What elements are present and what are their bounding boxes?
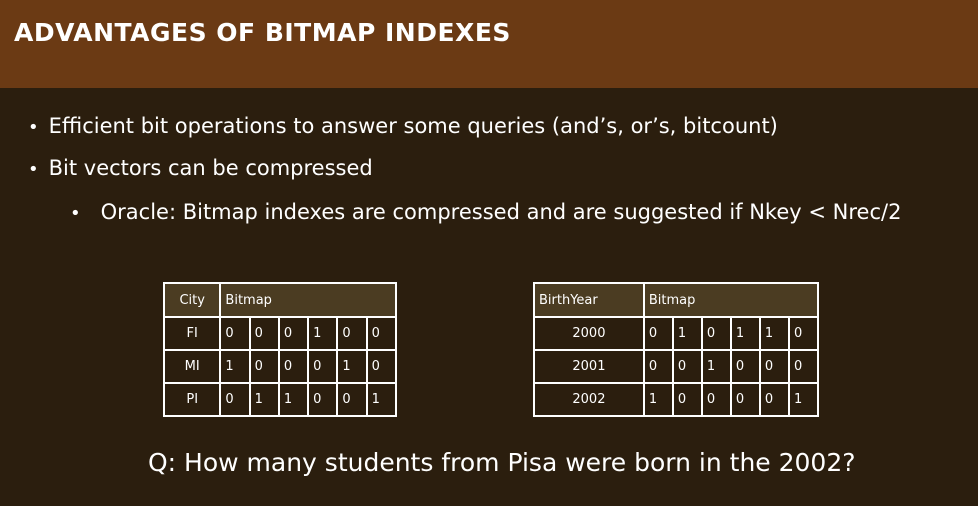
title-bar: ADVANTAGES OF BITMAP INDEXES xyxy=(0,0,978,88)
bit-cell: 0 xyxy=(336,382,368,417)
row-key: MI xyxy=(162,349,222,384)
bit-cell: 1 xyxy=(307,316,339,351)
bullet-icon: • xyxy=(28,117,39,138)
row-key: 2002 xyxy=(533,382,645,417)
row-key: 2001 xyxy=(533,349,645,384)
bullet-item: • Bit vectors can be compressed xyxy=(28,156,373,180)
bit-cell: 1 xyxy=(248,382,280,417)
column-header-bitmap: Bitmap xyxy=(642,282,820,318)
bit-cell: 1 xyxy=(671,316,703,351)
bit-cell: 0 xyxy=(729,382,761,417)
bit-cell: 1 xyxy=(277,382,310,417)
bit-cell: 0 xyxy=(642,316,674,351)
bit-cell: 0 xyxy=(277,349,310,384)
table-row: 2001 0 0 1 0 0 0 xyxy=(533,349,820,384)
bit-cell: 1 xyxy=(336,349,368,384)
table-row: 2002 1 0 0 0 0 1 xyxy=(533,382,820,417)
row-key: 2000 xyxy=(533,316,645,351)
sub-bullet-item: • Oracle: Bitmap indexes are compressed … xyxy=(70,200,901,224)
row-key: FI xyxy=(162,316,222,351)
table-row: 2000 0 1 0 1 1 0 xyxy=(533,316,820,351)
bit-cell: 0 xyxy=(787,316,820,351)
bit-cell: 0 xyxy=(248,349,280,384)
column-header-bitmap: Bitmap xyxy=(219,282,397,318)
bit-cell: 0 xyxy=(787,349,820,384)
bit-cell: 0 xyxy=(700,382,732,417)
bullet-item: • Efficient bit operations to answer som… xyxy=(28,114,778,138)
bit-cell: 0 xyxy=(365,316,398,351)
column-header-birthyear: BirthYear xyxy=(533,282,645,318)
question-text: Q: How many students from Pisa were born… xyxy=(148,448,856,477)
birthyear-bitmap-table: BirthYear Bitmap 2000 0 1 0 1 1 0 2001 0… xyxy=(533,282,820,417)
bit-cell: 0 xyxy=(219,316,251,351)
bit-cell: 1 xyxy=(365,382,398,417)
bit-cell: 1 xyxy=(700,349,732,384)
column-header-city: City xyxy=(162,282,222,318)
bullet-text: Bit vectors can be compressed xyxy=(48,156,373,180)
bit-cell: 0 xyxy=(307,349,339,384)
bit-cell: 0 xyxy=(336,316,368,351)
bit-cell: 0 xyxy=(277,316,310,351)
bit-cell: 0 xyxy=(248,316,280,351)
row-key: PI xyxy=(162,382,222,417)
bullet-icon: • xyxy=(28,159,39,180)
table-header-row: City Bitmap xyxy=(162,282,397,318)
table-row: PI 0 1 1 0 0 1 xyxy=(162,382,398,417)
city-bitmap-table: City Bitmap FI 0 0 0 1 0 0 MI 1 0 0 0 1 … xyxy=(162,282,398,417)
bit-cell: 0 xyxy=(671,349,703,384)
bit-cell: 0 xyxy=(307,382,339,417)
bullet-icon: • xyxy=(70,203,81,224)
bit-cell: 0 xyxy=(729,349,761,384)
bit-cell: 1 xyxy=(758,316,790,351)
slide-title: ADVANTAGES OF BITMAP INDEXES xyxy=(14,18,511,47)
bit-cell: 1 xyxy=(642,382,674,417)
bit-cell: 1 xyxy=(787,382,820,417)
table-row: FI 0 0 0 1 0 0 xyxy=(162,316,398,351)
bit-cell: 0 xyxy=(700,316,732,351)
sub-bullet-text: Oracle: Bitmap indexes are compressed an… xyxy=(100,200,902,224)
bit-cell: 0 xyxy=(758,382,790,417)
bit-cell: 0 xyxy=(758,349,790,384)
bit-cell: 0 xyxy=(671,382,703,417)
bit-cell: 0 xyxy=(642,349,674,384)
table-header-row: BirthYear Bitmap xyxy=(533,282,820,318)
bit-cell: 1 xyxy=(729,316,761,351)
bit-cell: 0 xyxy=(219,382,251,417)
bullet-text: Efficient bit operations to answer some … xyxy=(48,114,778,138)
bit-cell: 1 xyxy=(219,349,251,384)
bit-cell: 0 xyxy=(365,349,398,384)
table-row: MI 1 0 0 0 1 0 xyxy=(162,349,398,384)
